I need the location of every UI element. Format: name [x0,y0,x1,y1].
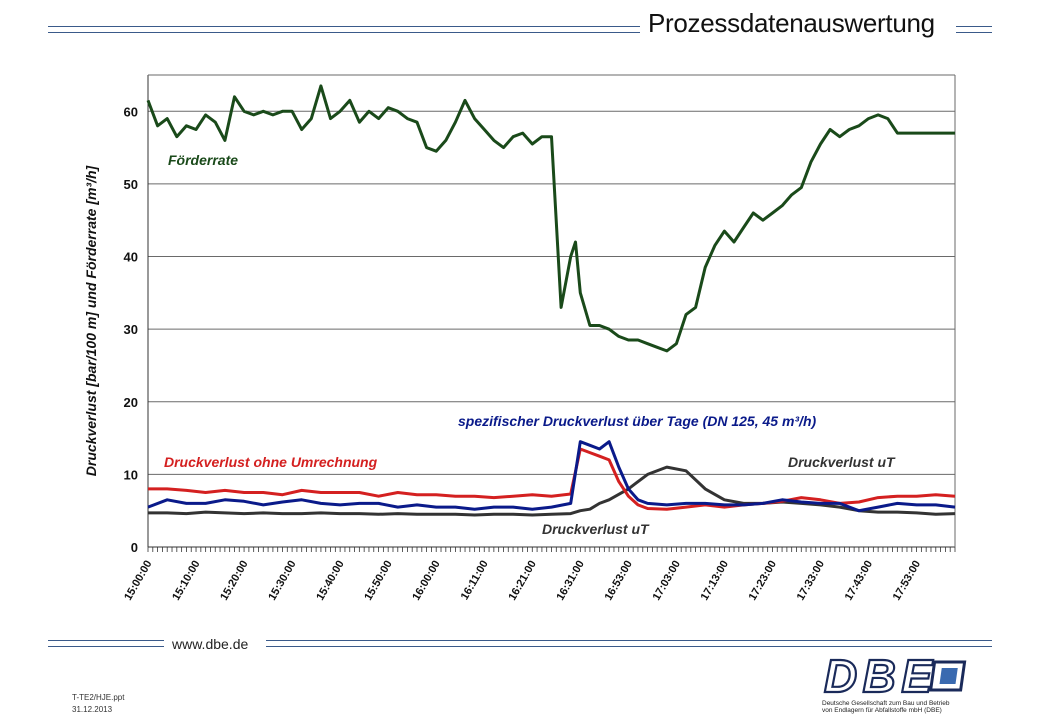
annotation-druckverlust-ut-unten: Druckverlust uT [542,521,650,537]
footer-rule-left-2 [48,646,164,647]
website-link[interactable]: www.dbe.de [172,636,249,652]
annotation-foerderrate: Förderrate [168,152,238,168]
header-rule-right-1 [956,26,992,27]
y-tick-label: 10 [124,467,138,482]
annotation-spezifischer-druckverlust: spezifischer Druckverlust über Tage (DN … [458,413,816,429]
page-title: Prozessdatenauswertung [648,8,935,38]
footer-rule-right-2 [266,646,992,647]
footer-rule-left-1 [48,640,164,641]
x-tick-label: 17:23:00 [747,559,779,603]
x-tick-label: 17:43:00 [843,559,875,603]
header-rule-left-2 [48,32,640,33]
y-axis-label: Druckverlust [bar/100 m] und Förderrate … [83,164,99,476]
x-tick-label: 15:10:00 [170,559,202,603]
series-line-0 [146,84,955,353]
y-tick-label: 0 [131,540,138,555]
y-tick-label: 40 [124,250,138,265]
dbe-logo: DBE [822,652,968,700]
x-tick-label: 15:20:00 [218,559,250,603]
x-tick-label: 16:31:00 [555,559,587,603]
y-tick-label: 50 [124,177,138,192]
x-tick-label: 17:03:00 [651,559,683,603]
x-tick-label: 15:50:00 [362,559,394,603]
x-tick-label: 16:00:00 [410,559,442,603]
annotation-druckverlust-ut-oben: Druckverlust uT [788,454,896,470]
x-tick-label: 16:21:00 [506,559,538,603]
x-tick-label: 15:00:00 [122,559,154,603]
header-rule-right-2 [956,32,992,33]
y-tick-label: 20 [124,395,138,410]
series-line-2 [147,440,956,513]
logo-caption-2: von Endlagern für Abfallstoffe mbH (DBE) [822,707,942,714]
header-rule-left-1 [48,26,640,27]
footer-file: T-TE2/HJE.ppt [72,693,125,702]
y-tick-label: 60 [124,104,138,119]
y-tick-label: 30 [124,322,138,337]
x-tick-label: 17:13:00 [699,559,731,603]
x-tick-label: 15:40:00 [314,559,346,603]
x-tick-label: 16:53:00 [603,559,635,603]
dbe-logo-text: DBE [824,652,933,700]
logo-caption-1: Deutsche Gesellschaft zum Bau und Betrie… [822,700,950,707]
x-tick-label: 15:30:00 [266,559,298,603]
footer-date: 31.12.2013 [72,705,113,714]
x-tick-label: 17:33:00 [795,559,827,603]
annotation-druckverlust-ohne-umrechnung: Druckverlust ohne Umrechnung [164,454,378,470]
x-tick-label: 16:11:00 [459,559,491,603]
x-tick-label: 17:53:00 [891,559,923,603]
footer-rule-right-1 [266,640,992,641]
